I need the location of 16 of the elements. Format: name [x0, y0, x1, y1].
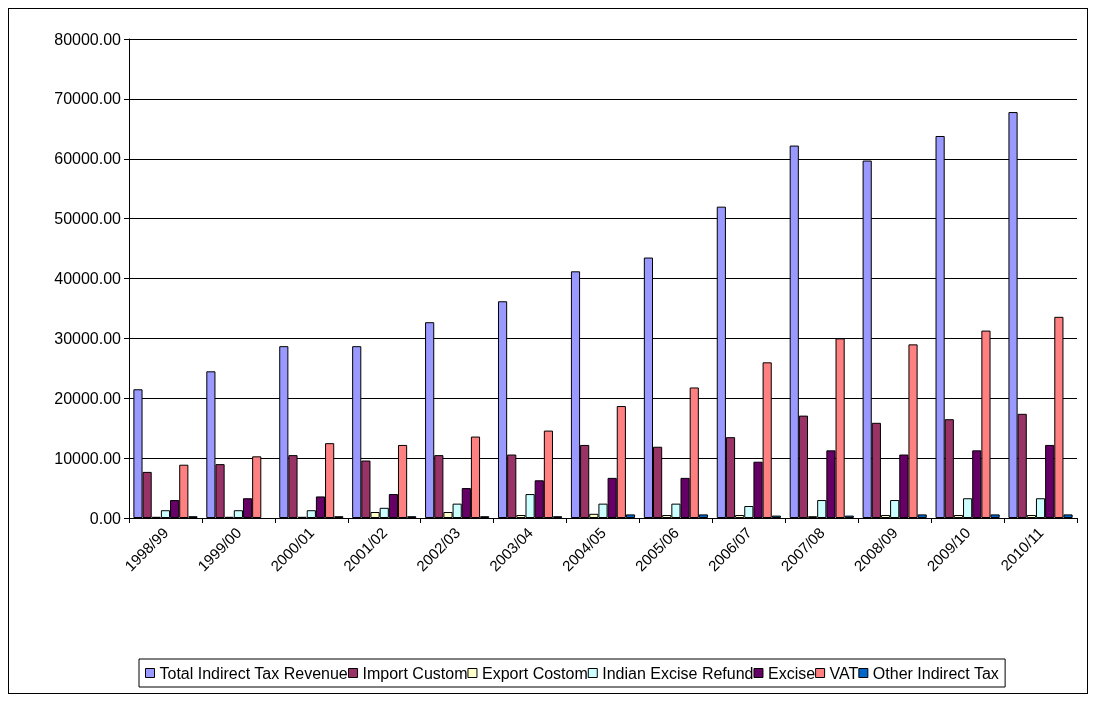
y-tick-label: 30000.00	[54, 329, 122, 347]
y-tick-label: 0.00	[89, 509, 122, 527]
legend-label: Indian Excise Refund	[602, 664, 754, 682]
legend-label: Import Custom	[362, 664, 468, 682]
legend-label: Export Costom	[481, 664, 588, 682]
y-tick-label: 80000.00	[54, 30, 122, 48]
y-tick-label: 40000.00	[54, 270, 122, 287]
legend-label: Total Indirect Tax Revenue	[159, 664, 348, 682]
y-tick-label: 10000.00	[54, 449, 122, 467]
y-tick-label: 20000.00	[54, 389, 122, 407]
legend-label: Other Indirect Tax	[872, 664, 999, 682]
legend-label: VAT	[829, 664, 859, 682]
y-tick-label: 50000.00	[54, 210, 122, 228]
legend-label: Excise	[767, 664, 816, 682]
y-tick-label: 60000.00	[54, 150, 122, 168]
y-tick-label: 70000.00	[54, 90, 122, 108]
